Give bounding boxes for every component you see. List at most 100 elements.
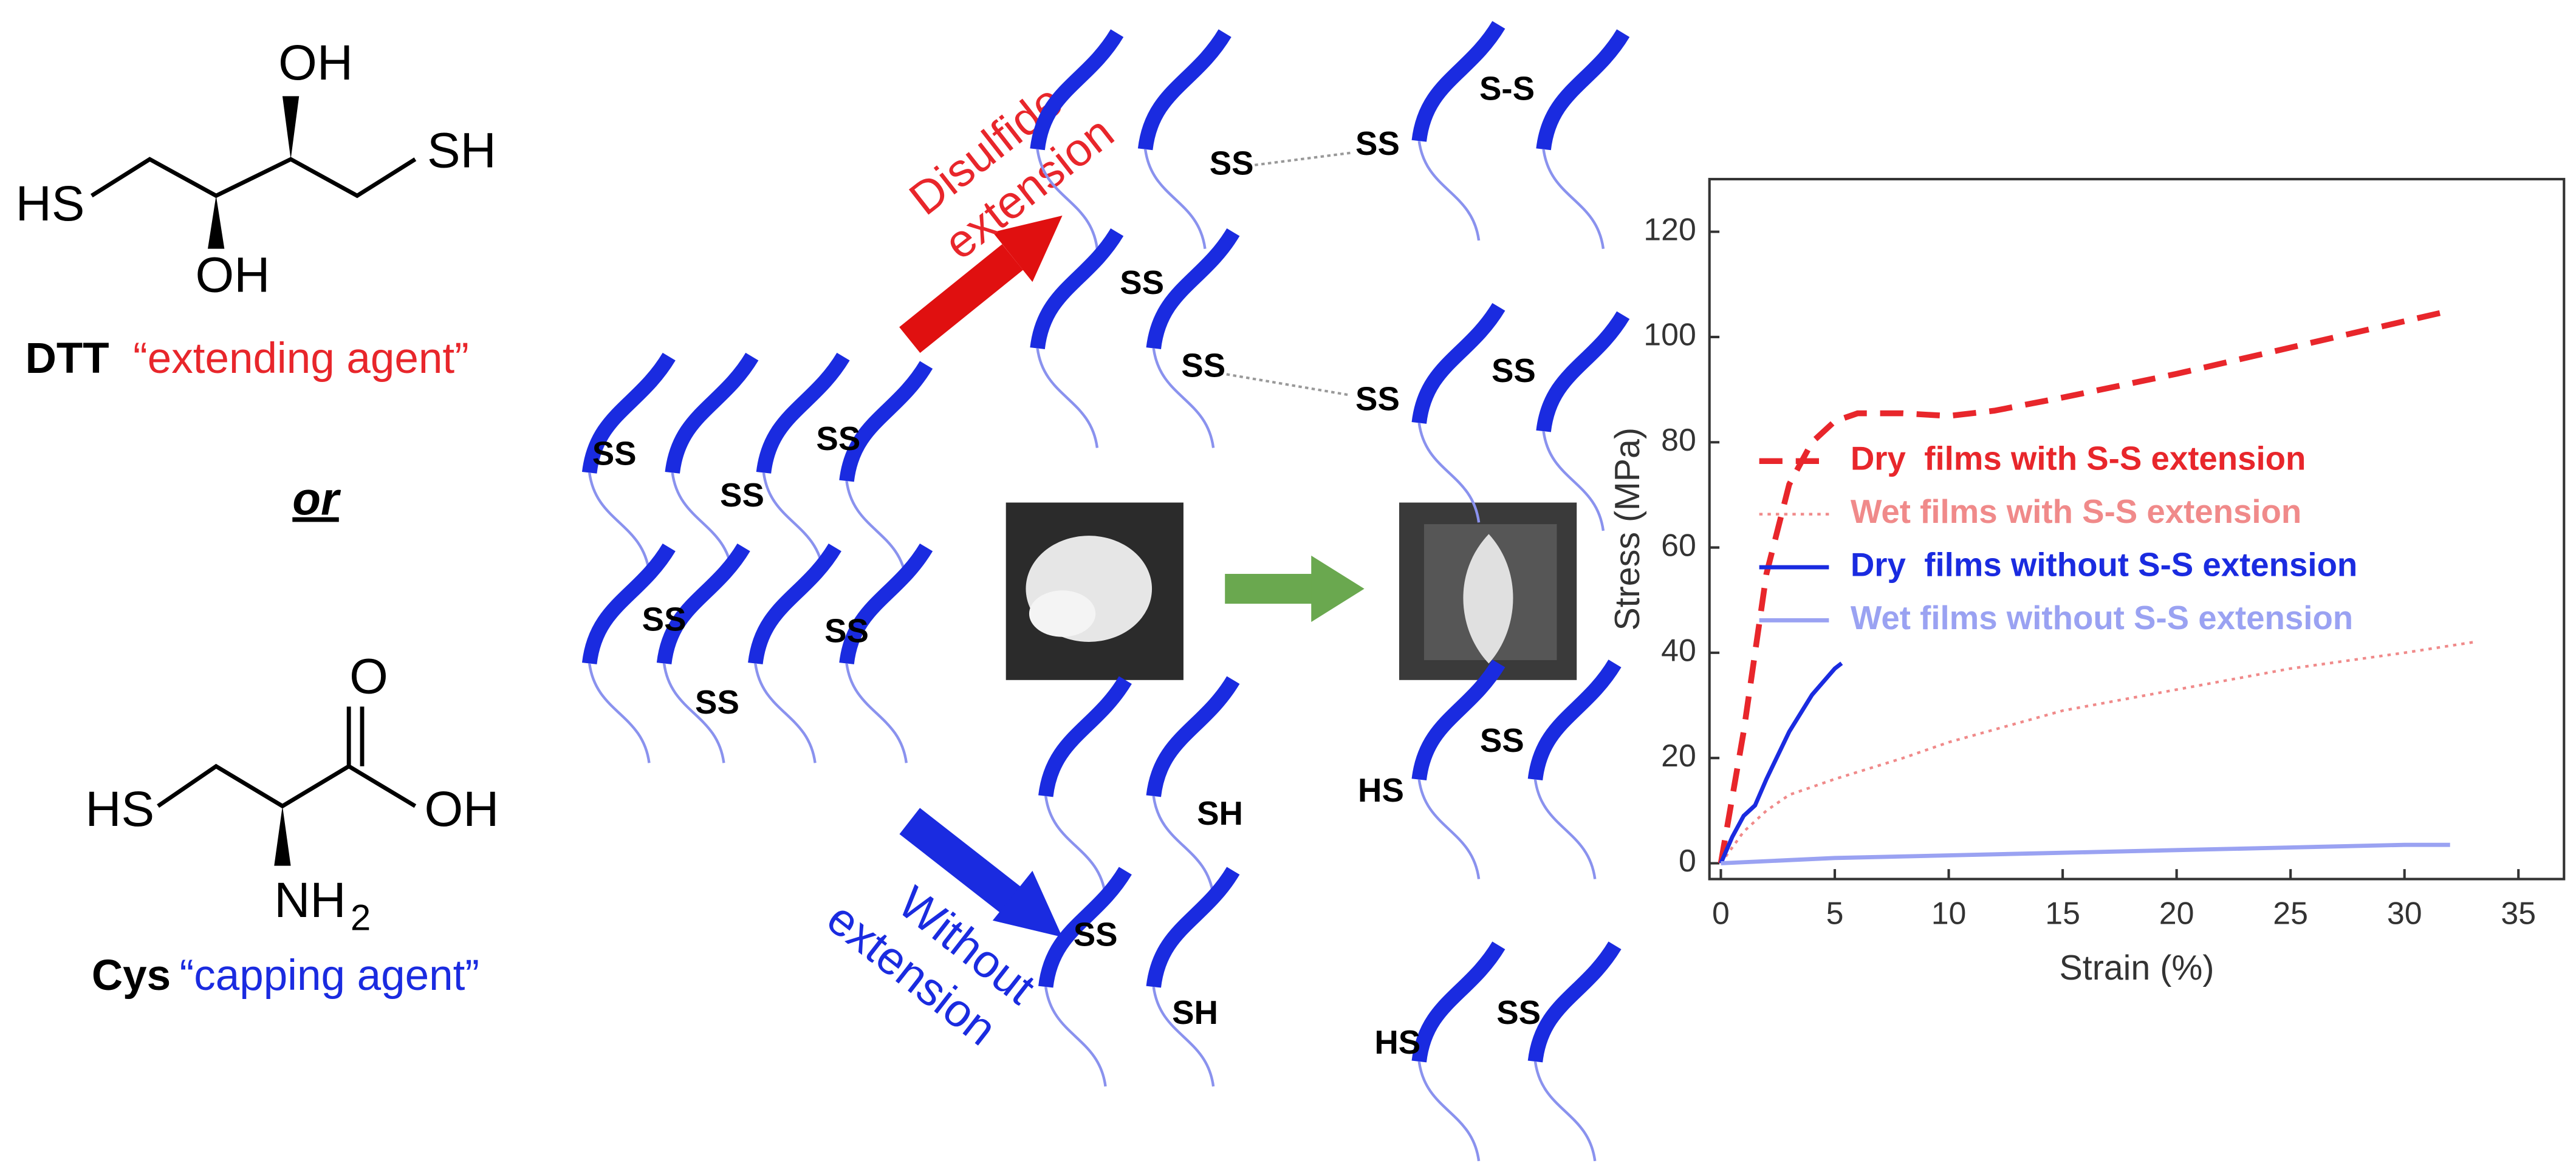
x-tick-label: 15 bbox=[2045, 895, 2080, 930]
cys-name: Cys bbox=[92, 952, 171, 1000]
strand-tail bbox=[1542, 149, 1605, 249]
strand-helix bbox=[1411, 660, 1506, 781]
conjunction: or bbox=[292, 474, 341, 525]
bridge bbox=[1219, 372, 1348, 397]
strand-tail bbox=[1152, 348, 1215, 448]
strand-tail bbox=[845, 480, 908, 581]
bond-label: SS bbox=[695, 684, 739, 721]
bond-label: SS bbox=[1181, 347, 1225, 384]
bond-label: SH bbox=[1172, 994, 1218, 1031]
arrow-transform bbox=[1225, 555, 1365, 622]
strand-helix bbox=[1411, 941, 1506, 1063]
strand-helix bbox=[1411, 21, 1506, 142]
chart: 0 5 10 15 20 25 30 35 0 20 40 60 80 100 120 Strain (%) S… bbox=[1608, 177, 2566, 987]
bond-label: SH bbox=[1197, 795, 1243, 832]
strand-helix bbox=[581, 352, 676, 474]
strand-tail bbox=[671, 472, 734, 573]
y-tick-label: 80 bbox=[1661, 422, 1696, 457]
strand-tail bbox=[1036, 348, 1099, 448]
series-line bbox=[1721, 842, 2450, 865]
strand-tail bbox=[1036, 149, 1099, 249]
legend-label: Wet films with S-S extension bbox=[1851, 493, 2301, 530]
bond-label: SS bbox=[1355, 125, 1400, 162]
arrow-extension bbox=[899, 216, 1063, 353]
strand-helix bbox=[1536, 29, 1630, 151]
strand-tail bbox=[1533, 1061, 1597, 1162]
strand-tail bbox=[1417, 1061, 1481, 1162]
bond-label: SS bbox=[1120, 264, 1164, 301]
bond-label: SS bbox=[1355, 380, 1400, 417]
strand-helix bbox=[1038, 867, 1132, 988]
strand-helix bbox=[839, 543, 933, 665]
strand-helix bbox=[1411, 302, 1506, 424]
legend-label: Wet films without S-S extension bbox=[1851, 599, 2353, 636]
strand-tail bbox=[754, 663, 817, 763]
strand-helix bbox=[581, 543, 676, 665]
strand-tail bbox=[1542, 431, 1605, 531]
atom: HS bbox=[16, 176, 85, 231]
bond-label: SS bbox=[1480, 722, 1524, 759]
strand-tail bbox=[1044, 796, 1107, 896]
strand-helix bbox=[665, 352, 759, 474]
strand-tail bbox=[588, 663, 651, 763]
cys-role: “capping agent” bbox=[180, 952, 479, 1000]
atom-subscript: 2 bbox=[351, 898, 371, 938]
strand-helix bbox=[1030, 29, 1124, 151]
strand-tail bbox=[588, 472, 651, 573]
bond-label: SS bbox=[816, 420, 860, 457]
legend-label: Dry films without S-S extension bbox=[1851, 546, 2357, 583]
strand-tail bbox=[1152, 796, 1215, 896]
strand-helix bbox=[1146, 228, 1240, 350]
y-tick-label: 60 bbox=[1661, 527, 1696, 562]
bond-label: SS bbox=[1492, 352, 1536, 389]
strand-helix bbox=[1038, 676, 1132, 797]
x-tick-label: 25 bbox=[2273, 895, 2308, 930]
y-tick-label: 0 bbox=[1679, 843, 1696, 878]
x-tick-label: 30 bbox=[2387, 895, 2422, 930]
bond-label: HS bbox=[1358, 772, 1404, 809]
bond-label: SS bbox=[824, 613, 869, 650]
strand-tail bbox=[1533, 779, 1597, 879]
series-line bbox=[1719, 661, 1843, 864]
dtt-name: DTT bbox=[26, 335, 109, 383]
legend-label: Dry films with S-S extension bbox=[1851, 440, 2306, 477]
strand-tail bbox=[1417, 423, 1481, 523]
strand-helix bbox=[756, 352, 850, 474]
y-axis-label: Stress (MPa) bbox=[1608, 428, 1647, 631]
strand-helix bbox=[1146, 867, 1240, 988]
series-line bbox=[1719, 641, 2473, 864]
bond-label: SS bbox=[1210, 145, 1254, 182]
atom: HS bbox=[85, 782, 154, 837]
series-line bbox=[1718, 307, 2451, 864]
strand-tail bbox=[1143, 149, 1207, 249]
x-tick-label: 10 bbox=[1931, 895, 1967, 930]
bond-label: SS bbox=[1496, 994, 1541, 1031]
y-tick-label: 20 bbox=[1661, 738, 1696, 773]
bond-label: SS bbox=[1074, 916, 1118, 953]
atom: NH bbox=[274, 873, 346, 928]
strand-helix bbox=[1146, 676, 1240, 797]
strand-helix bbox=[656, 543, 750, 665]
bond-label: SS bbox=[720, 477, 764, 514]
strand-helix bbox=[1137, 29, 1231, 151]
strand-tail bbox=[1417, 779, 1481, 879]
strand-tail bbox=[1417, 140, 1481, 241]
strand-tail bbox=[762, 472, 825, 573]
atom: OH bbox=[196, 247, 270, 302]
plot-frame bbox=[1708, 177, 2566, 881]
x-tick-label: 5 bbox=[1826, 895, 1844, 930]
atom: O bbox=[349, 649, 388, 704]
y-tick-label: 100 bbox=[1643, 317, 1696, 352]
bond-labels: SS SS SS SS SS SS SS SS S-S SS SS SS SS SS HS SH SS SH HS S… bbox=[592, 70, 1541, 1061]
arrow-without bbox=[899, 808, 1063, 938]
atom: SH bbox=[427, 123, 496, 179]
strand-tail bbox=[1152, 986, 1215, 1087]
bond-label: S-S bbox=[1479, 70, 1535, 107]
strand-tail bbox=[1044, 986, 1107, 1087]
bond-label: SS bbox=[642, 601, 687, 638]
strand-helix bbox=[1030, 228, 1124, 350]
x-axis-label: Strain (%) bbox=[2060, 949, 2215, 987]
cys-structure: O HS OH NH 2 bbox=[85, 649, 499, 938]
strand-helix bbox=[839, 361, 933, 482]
strand-tail bbox=[845, 663, 908, 763]
